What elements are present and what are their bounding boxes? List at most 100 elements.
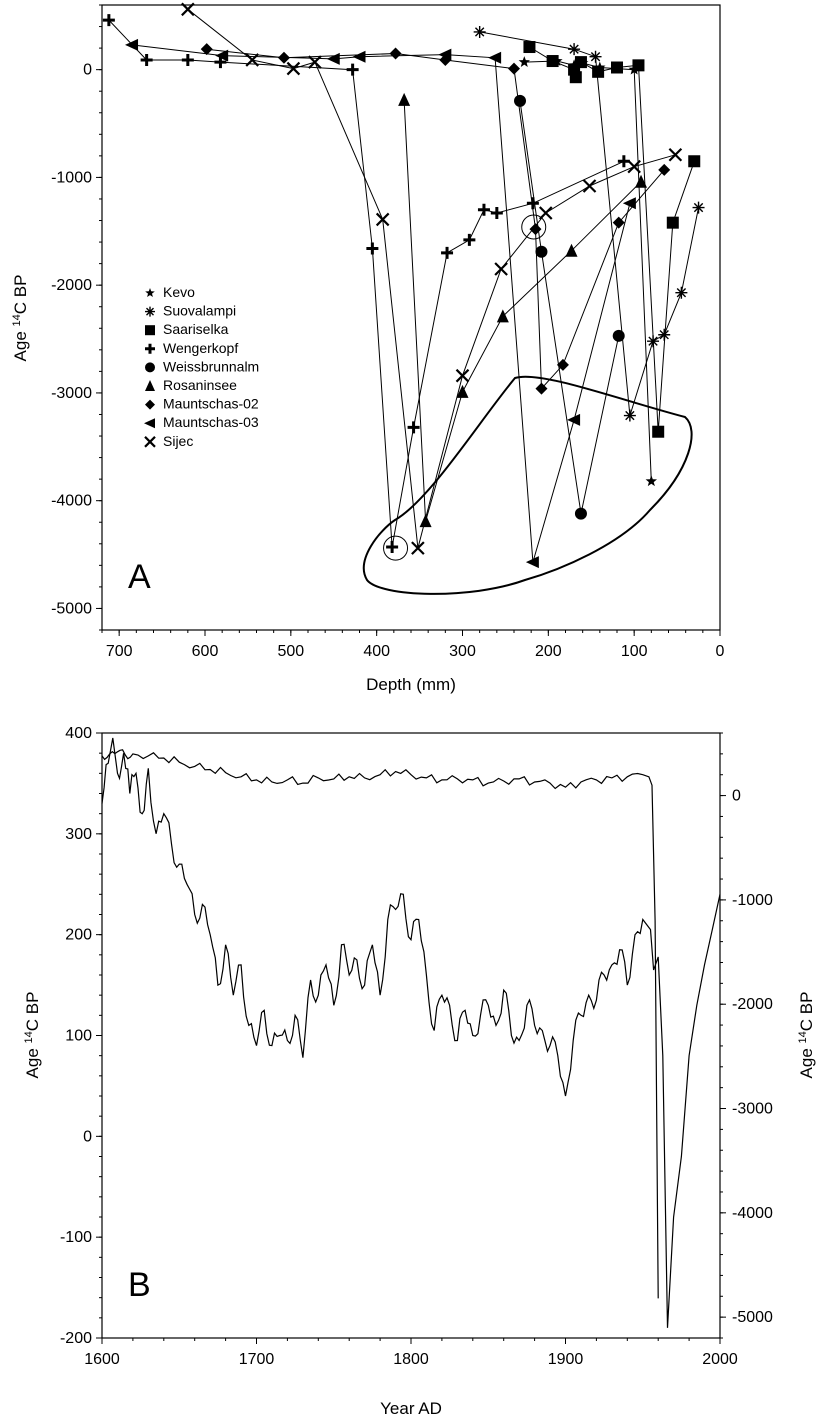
data-point xyxy=(574,507,587,520)
legend: Kevo Suovalampi Saariselka Wengerkopf Weissb… xyxy=(144,284,259,449)
x-tick-label: 300 xyxy=(449,643,476,660)
data-point xyxy=(612,216,625,229)
data-point xyxy=(144,436,156,448)
data-point xyxy=(181,2,195,17)
x-tick-label: 100 xyxy=(621,643,648,660)
panel-b-x-label: Year AD xyxy=(380,1399,442,1418)
data-point xyxy=(145,306,155,317)
panel-b-label: B xyxy=(128,1266,151,1304)
panel-a-y-ticks: 0 -1000 -2000 -3000 -4000 -5000 xyxy=(51,4,102,631)
x-tick-label: 1800 xyxy=(393,1351,429,1368)
series-line-left-axis xyxy=(101,737,721,1328)
series-sijec xyxy=(181,2,683,555)
panel-b-left-y-ticks: 400 300 200 100 0 -100 -200 xyxy=(60,725,102,1347)
data-point xyxy=(245,53,259,67)
series-line xyxy=(479,31,699,416)
data-point xyxy=(592,65,605,78)
data-point xyxy=(535,382,548,395)
panel-a-x-label: Depth (mm) xyxy=(366,675,456,694)
data-point xyxy=(688,155,701,168)
panel-a-x-ticks: 700 600 500 400 300 200 100 0 xyxy=(101,630,725,660)
highlight-circle xyxy=(521,214,547,240)
data-point xyxy=(565,243,578,257)
y-tick-label: 0 xyxy=(83,62,92,79)
data-point xyxy=(473,25,486,38)
data-point xyxy=(658,328,671,341)
series-line xyxy=(187,8,676,549)
data-point xyxy=(538,206,553,220)
y-tick-label: -200 xyxy=(60,1330,92,1347)
panel-a-label: A xyxy=(128,558,151,596)
data-point xyxy=(623,409,636,422)
data-point xyxy=(407,421,420,434)
right-y-tick-label: -2000 xyxy=(732,996,773,1013)
panel-a: 700 600 500 400 300 200 100 0 0 -1000 -2000 -3000 -… xyxy=(11,2,725,694)
y-tick-label: 0 xyxy=(83,1128,92,1145)
legend-item-label: Weissbrunnalm xyxy=(163,358,259,374)
y-tick-label: 300 xyxy=(65,826,92,843)
highlight-circle xyxy=(383,535,409,561)
data-point xyxy=(214,56,227,69)
data-point xyxy=(496,309,509,323)
right-y-tick-label: -5000 xyxy=(732,1309,773,1326)
y-tick-label: -3000 xyxy=(51,385,92,402)
x-tick-label: 200 xyxy=(535,643,562,660)
panel-b-left-y-label: Age 14C BP xyxy=(23,992,42,1079)
data-point xyxy=(375,212,390,227)
data-point xyxy=(692,201,705,214)
right-y-tick-label: -3000 xyxy=(732,1101,773,1118)
data-point xyxy=(622,197,636,210)
data-point xyxy=(658,163,671,176)
data-point xyxy=(523,41,536,54)
legend-item-label: Sijec xyxy=(163,433,193,449)
y-tick-label: 400 xyxy=(65,725,92,742)
data-point xyxy=(200,43,213,56)
data-point xyxy=(508,62,520,75)
legend-item-label: Wengerkopf xyxy=(163,340,238,356)
series-line xyxy=(519,100,620,514)
data-point xyxy=(441,246,454,259)
series-line xyxy=(403,99,642,522)
data-point xyxy=(574,56,587,69)
data-point xyxy=(386,541,399,554)
data-point xyxy=(535,245,548,258)
data-point xyxy=(635,174,648,188)
panel-b-right-y-label: Age 14C BP xyxy=(797,992,816,1079)
data-point xyxy=(518,56,530,67)
data-point xyxy=(419,514,432,528)
legend-item-label: Mauntschas-02 xyxy=(163,396,259,412)
data-point xyxy=(366,242,379,255)
data-point xyxy=(490,206,503,219)
data-point xyxy=(145,343,155,354)
data-point xyxy=(627,159,641,174)
y-tick-label: -100 xyxy=(60,1229,92,1246)
outlier-enclosure xyxy=(362,375,693,595)
y-tick-label: 200 xyxy=(65,927,92,944)
panel-b: 1600 1700 1800 1900 2000 400 300 200 100 0 -100 -2… xyxy=(23,725,816,1418)
x-tick-label: 600 xyxy=(192,643,219,660)
data-point xyxy=(568,43,581,56)
panel-a-series xyxy=(102,2,705,569)
data-point xyxy=(456,384,469,398)
series-saariselka xyxy=(523,41,701,438)
data-point xyxy=(411,541,425,555)
x-tick-label: 500 xyxy=(277,643,304,660)
data-point xyxy=(181,53,194,66)
data-point xyxy=(438,48,452,61)
data-point xyxy=(145,325,155,336)
data-point xyxy=(612,329,625,342)
series-mauntschas-03 xyxy=(125,38,636,569)
series-weissbrunnalm xyxy=(514,94,625,520)
right-y-tick-label: -4000 xyxy=(732,1205,773,1222)
data-point xyxy=(145,399,155,410)
data-point xyxy=(145,380,155,391)
data-point xyxy=(145,362,155,373)
data-point xyxy=(556,358,569,371)
data-point xyxy=(666,216,679,229)
panel-a-circled-points xyxy=(383,214,547,561)
data-point xyxy=(488,51,502,64)
legend-item-label: Mauntschas-03 xyxy=(163,414,259,430)
right-y-tick-label: -1000 xyxy=(732,892,773,909)
panel-a-y-label: Age 14C BP xyxy=(11,275,30,362)
data-point xyxy=(514,94,527,107)
